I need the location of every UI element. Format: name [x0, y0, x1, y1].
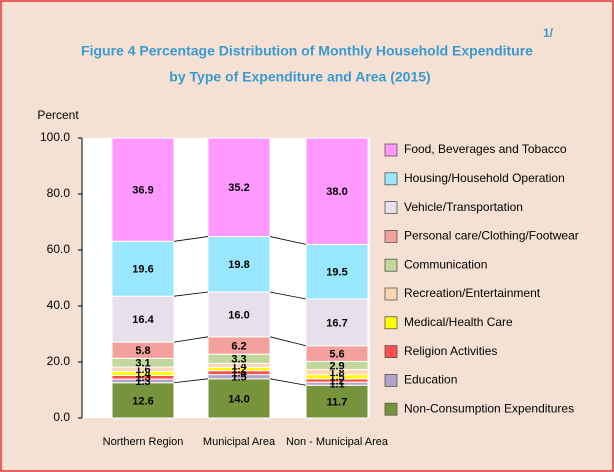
data-label: 19.6 [132, 264, 153, 276]
y-tick-label: 40.0 [47, 298, 71, 312]
connector [173, 378, 209, 384]
legend-label: Medical/Health Care [404, 315, 513, 329]
data-label: 36.9 [132, 185, 153, 197]
legend-swatch [384, 373, 398, 387]
legend-swatch [384, 143, 398, 157]
data-label: 5.6 [329, 349, 344, 361]
data-label: 2.9 [329, 360, 344, 372]
bar-segment [207, 236, 271, 293]
bar-segment [207, 137, 271, 238]
data-label: 6.2 [231, 340, 246, 352]
x-tick-label: Non - Municipal Area [286, 436, 389, 448]
y-tick-label: 20.0 [47, 354, 71, 368]
data-label: 5.8 [135, 345, 150, 357]
y-tick-label: 80.0 [47, 186, 71, 200]
connector [269, 236, 307, 245]
data-label: 19.5 [326, 267, 347, 279]
x-tick-label: Municipal Area [203, 436, 276, 448]
legend-swatch [384, 201, 398, 215]
data-label: 16.4 [132, 314, 154, 326]
connector [269, 336, 307, 347]
connector [269, 378, 307, 386]
legend-swatch [384, 316, 398, 330]
legend-label: Religion Activities [404, 344, 497, 358]
connector [269, 291, 307, 300]
y-tick-label: 0.0 [53, 410, 70, 424]
y-tick-label: 100.0 [40, 130, 70, 144]
data-label: 16.7 [326, 317, 347, 329]
bar-segment [207, 378, 271, 419]
data-label: 3.1 [135, 358, 150, 370]
data-label: 12.6 [132, 395, 153, 407]
connector [173, 236, 209, 242]
bar-segment [305, 243, 369, 300]
legend-label: Food, Beverages and Tobacco [404, 142, 567, 156]
connector [173, 291, 209, 297]
bar-segment [305, 298, 369, 347]
legend-label: Vehicle/Transportation [404, 200, 523, 214]
connector [173, 336, 209, 343]
y-axis-label: Percent [37, 108, 79, 122]
legend-label: Non-Consumption Expenditures [404, 401, 574, 415]
legend-swatch [384, 345, 398, 359]
data-label: 35.2 [228, 182, 249, 194]
data-label: 3.3 [231, 354, 246, 366]
chart-title: Figure 4 Percentage Distribution of Mont… [81, 43, 533, 59]
data-label: 38.0 [326, 186, 347, 198]
bar-segment [111, 295, 175, 343]
bar-segment [305, 137, 369, 245]
footnote: 1/ [543, 26, 554, 40]
legend-label: Recreation/Entertainment [404, 286, 541, 300]
data-label: 16.0 [228, 309, 249, 321]
bar-segment [207, 291, 271, 338]
legend-swatch [384, 287, 398, 301]
data-label: 14.0 [228, 393, 249, 405]
legend-swatch [384, 258, 398, 272]
legend-label: Communication [404, 257, 487, 271]
legend-label: Housing/Household Operation [404, 171, 565, 185]
y-tick-label: 60.0 [47, 242, 71, 256]
x-tick-label: Northern Region [103, 436, 184, 448]
legend-swatch [384, 172, 398, 186]
legend-swatch [384, 402, 398, 416]
data-label: 19.8 [228, 259, 249, 271]
bar-segment [111, 137, 175, 242]
legend-label: Education [404, 373, 457, 387]
legend-swatch [384, 229, 398, 243]
data-label: 11.7 [327, 397, 348, 409]
legend-label: Personal care/Clothing/Footwear [404, 229, 579, 243]
chart-subtitle: by Type of Expenditure and Area (2015) [169, 69, 430, 85]
